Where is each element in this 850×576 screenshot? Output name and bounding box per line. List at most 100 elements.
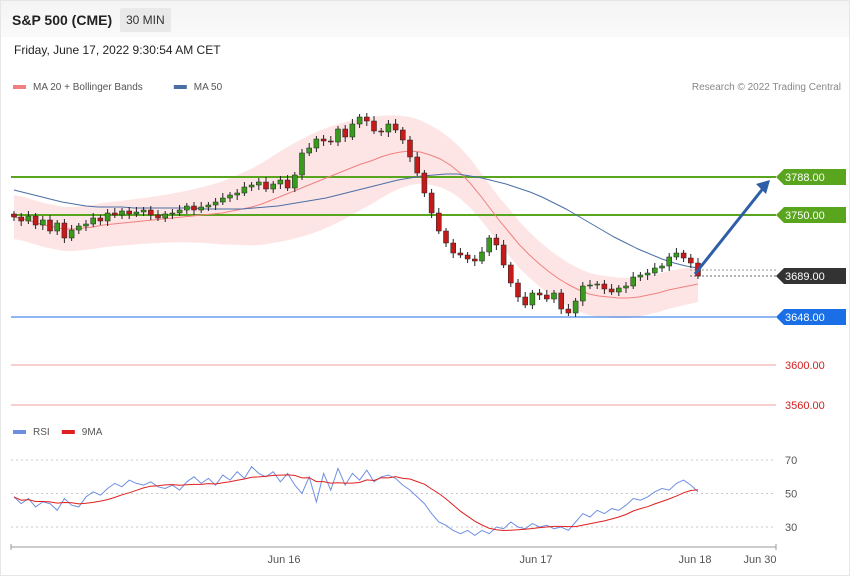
candle-body (551, 292, 557, 300)
candle-body (284, 179, 291, 189)
x-tick-label: Jun 16 (267, 554, 300, 566)
candle-body (673, 252, 680, 258)
candle-body (428, 192, 435, 214)
candle-body (630, 276, 636, 287)
candle-body (580, 285, 586, 302)
candle-body (450, 242, 456, 254)
candle-body (299, 152, 305, 176)
candle-body (184, 205, 190, 211)
x-tick-label: Jun 30 (743, 554, 776, 566)
candle-body (652, 267, 658, 274)
candle-body (565, 308, 572, 314)
legend-label: MA 20 + Bollinger Bands (33, 82, 143, 93)
candle-body (522, 296, 528, 306)
bollinger-band-area (14, 115, 698, 319)
candle-body (76, 225, 82, 231)
candle-body (536, 292, 543, 296)
legend-swatch (13, 85, 26, 89)
resistance-tag (776, 169, 846, 185)
candle-body (392, 123, 399, 131)
rsi-panel: 70 50 30 (11, 455, 797, 537)
candle-body (277, 179, 284, 185)
rsi-line (13, 465, 699, 537)
chart-header: S&P 500 (CME) 30 MIN (1, 1, 849, 37)
candle-body (680, 252, 687, 259)
candle-body (83, 223, 89, 227)
resistance-tag (776, 207, 846, 223)
candle-body (637, 274, 644, 278)
candle-body (486, 237, 492, 253)
candle-body (457, 252, 464, 256)
candle-body (378, 130, 384, 133)
candle-body (587, 284, 593, 287)
candle-body (61, 222, 68, 239)
candle-body (385, 123, 392, 133)
candle-body (601, 283, 608, 290)
candle-body (148, 209, 154, 216)
candle-body (263, 181, 269, 190)
candle-body (364, 116, 370, 122)
candle-body (256, 181, 262, 186)
candle-body (176, 209, 183, 214)
candle-body (191, 205, 197, 211)
legend-label: RSI (33, 427, 50, 438)
candle-body (292, 174, 298, 189)
candle-body (97, 217, 104, 222)
legend-swatch (61, 430, 75, 434)
legend-label: MA 50 (194, 82, 223, 93)
candle-body (169, 212, 176, 215)
candle-body (140, 209, 147, 213)
x-tick-label: Jun 17 (519, 554, 552, 566)
candle-body (11, 213, 17, 218)
candle-body (155, 214, 161, 219)
candle-body (623, 285, 629, 289)
forecast-arrow (693, 180, 770, 275)
candle-body (227, 194, 233, 199)
candle-body (313, 138, 320, 149)
forecast-arrow-shaft (693, 185, 767, 275)
candle-body (400, 129, 406, 141)
candle-body (335, 128, 341, 143)
rsi-tick-label: 30 (785, 522, 797, 534)
research-credit: Research © 2022 Trading Central (692, 82, 841, 93)
current-price-tag (776, 268, 846, 284)
candle-body (212, 201, 219, 206)
candle-body (18, 216, 24, 222)
candle-body (40, 219, 46, 226)
candle-body (443, 230, 449, 244)
timeframe-button[interactable]: 30 MIN (120, 8, 171, 32)
resistance-label: 3750.00 (785, 210, 825, 222)
candle-body (162, 213, 168, 219)
candle-body (515, 282, 521, 298)
candle-body (328, 140, 334, 143)
candle-body (594, 283, 600, 286)
candle-body (544, 294, 550, 300)
candle-body (558, 292, 564, 310)
candle-body (349, 123, 356, 138)
candle-body (234, 192, 240, 196)
candle-body (371, 120, 377, 132)
candle-body (220, 197, 226, 203)
candle-body (126, 210, 132, 215)
legends: MA 20 + Bollinger Bands MA 50 RSI 9MA Resear… (13, 82, 841, 438)
candle-body (500, 244, 507, 266)
candle-body (32, 215, 39, 226)
candle-body (112, 212, 118, 216)
forecast-arrow-head (756, 180, 770, 194)
candle-body (104, 212, 111, 222)
instrument-title: S&P 500 (CME) (12, 12, 113, 28)
candle-body (659, 265, 665, 269)
candle-body (342, 128, 348, 138)
pivot-tag (776, 309, 846, 325)
candle-body (407, 139, 413, 158)
x-tick-label: Jun 18 (678, 554, 711, 566)
candle-body (436, 212, 442, 232)
rsi-tick-label: 70 (785, 455, 797, 467)
candle-body (270, 183, 276, 190)
current-price-label: 3689.00 (785, 271, 825, 283)
candle-body (644, 272, 651, 276)
candle-body (133, 211, 140, 215)
candle-body (198, 206, 204, 211)
